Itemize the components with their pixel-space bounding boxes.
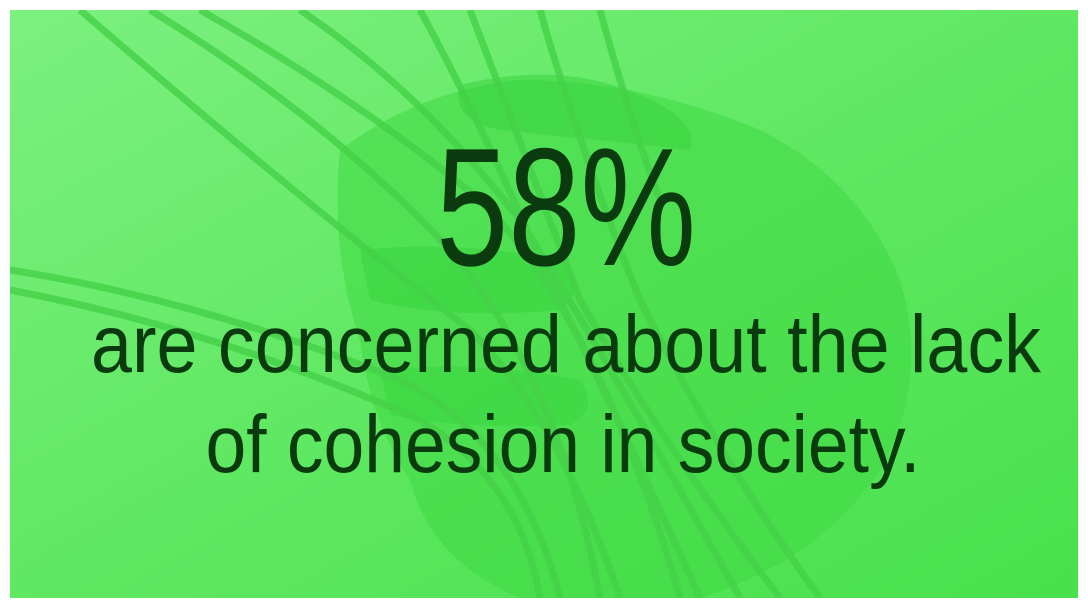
caption-line: are concerned about the lack	[91, 299, 1042, 390]
background-photo	[10, 10, 1078, 598]
finger	[360, 246, 575, 314]
caption-line: of cohesion in society.	[206, 399, 921, 490]
stat: 58%	[436, 113, 696, 301]
cords	[10, 10, 823, 598]
